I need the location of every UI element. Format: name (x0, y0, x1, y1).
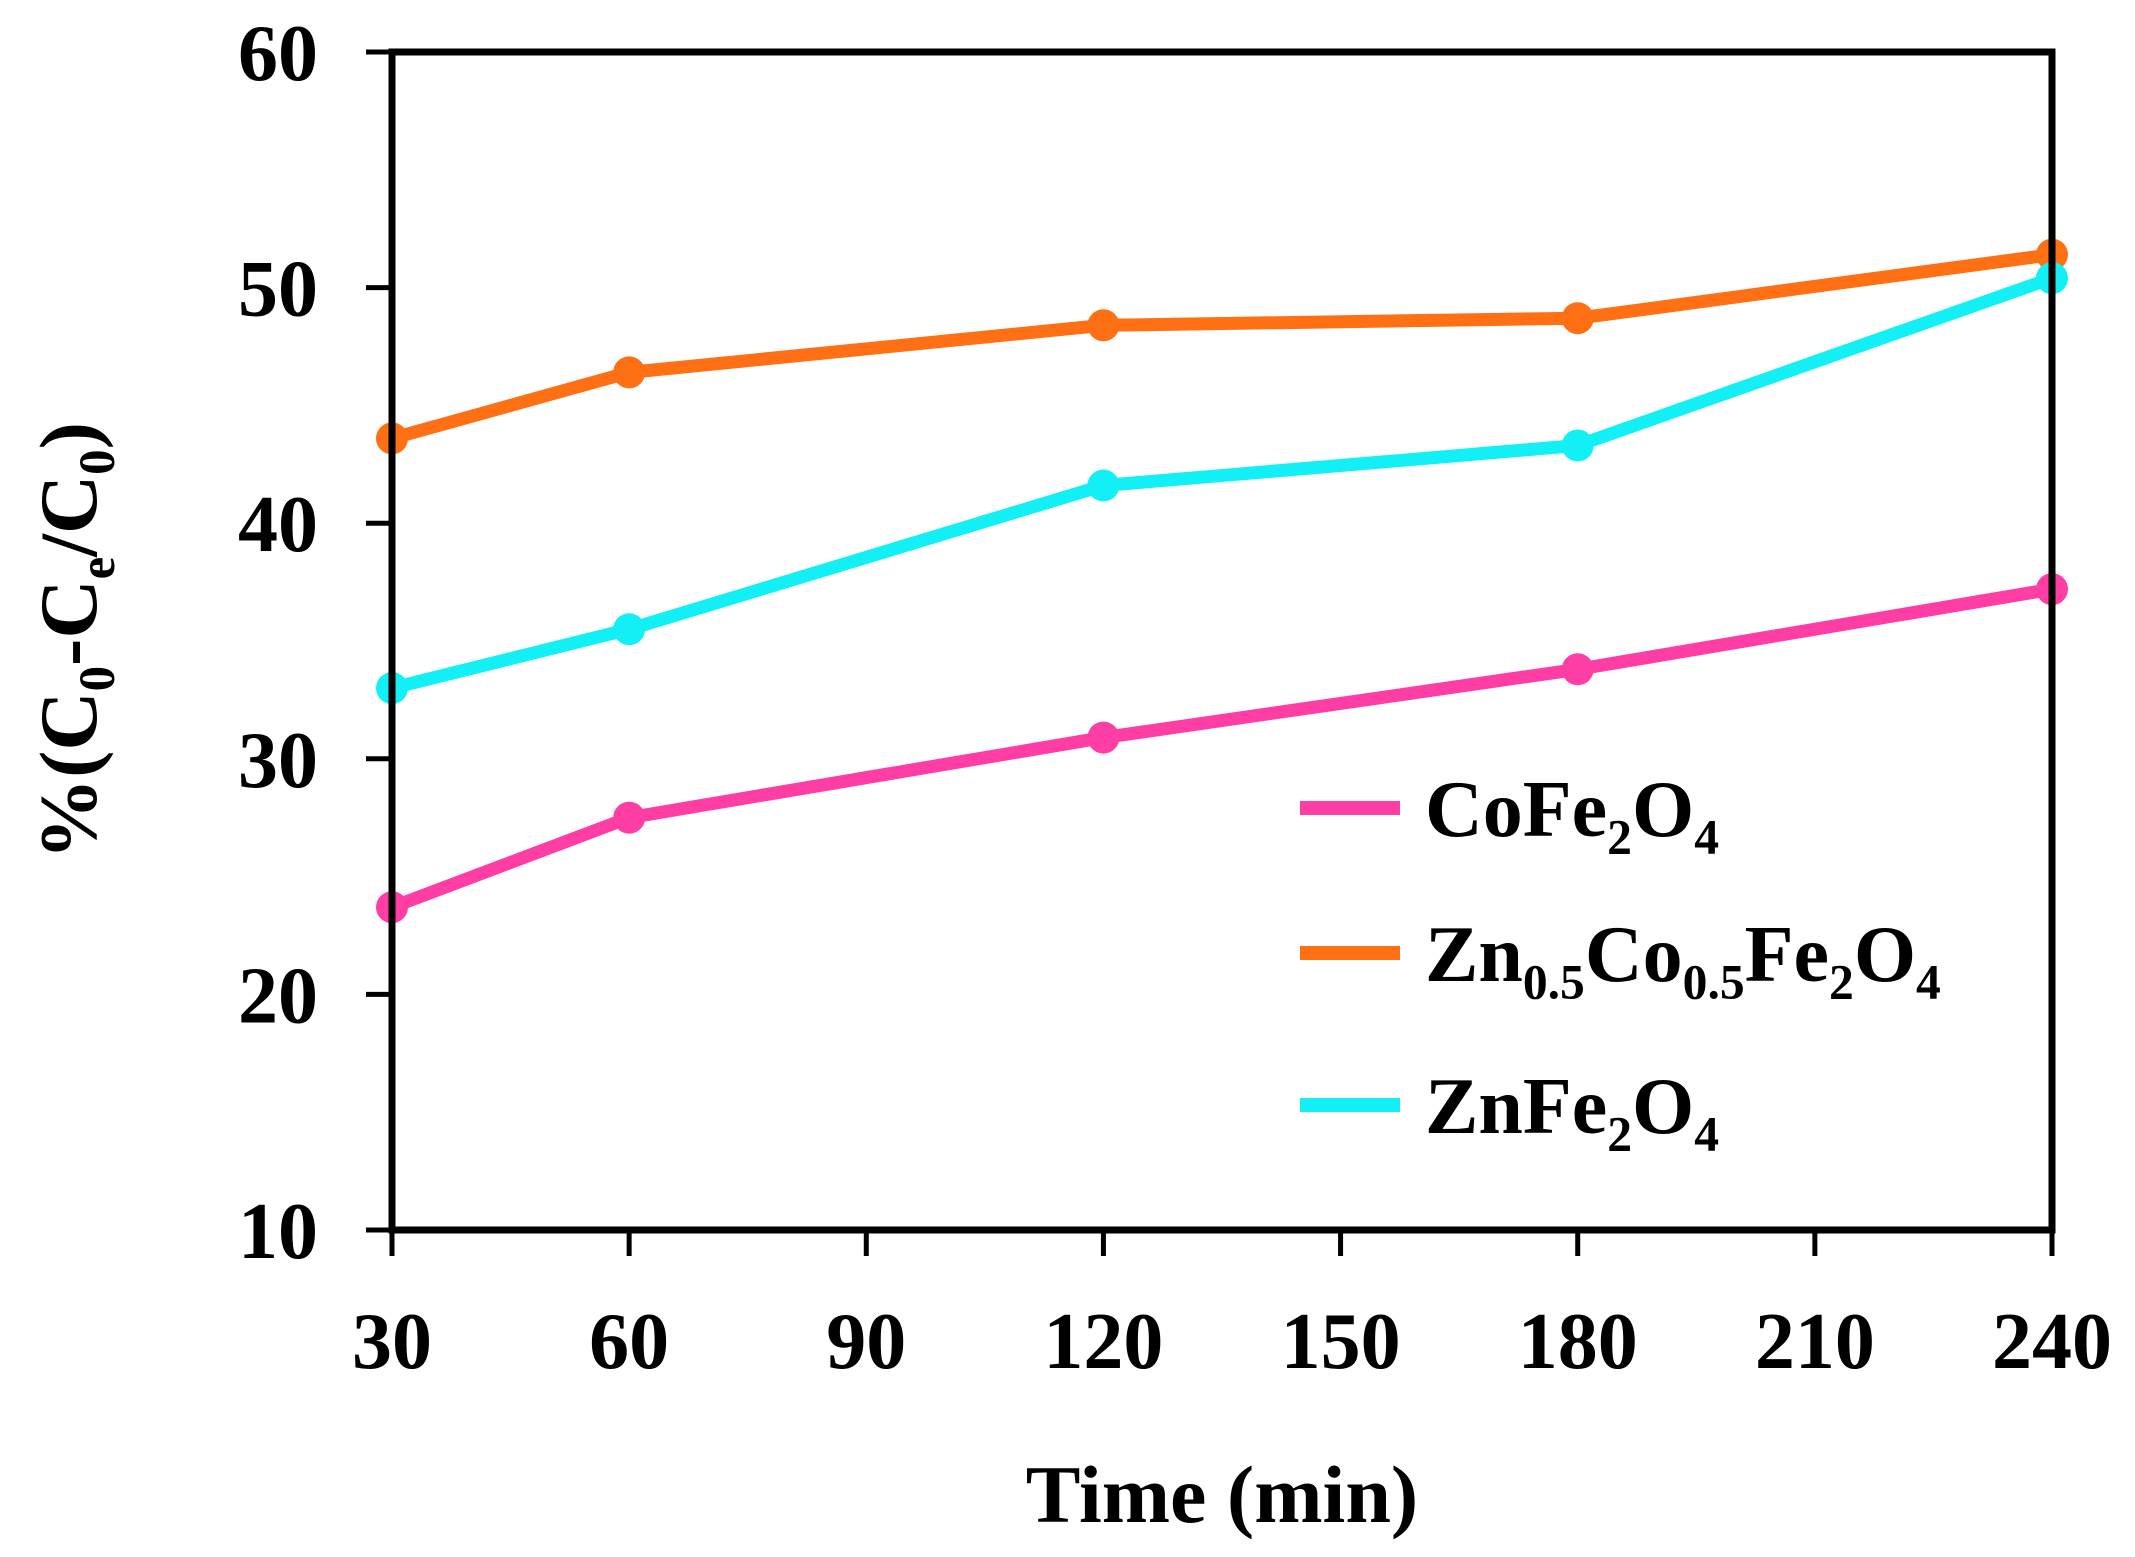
y-tick-label: 10 (238, 1188, 318, 1276)
x-tick-label: 60 (589, 1298, 669, 1386)
data-point (1087, 309, 1120, 342)
series-layer (376, 238, 2068, 924)
data-point (1561, 429, 1594, 462)
y-tick-label: 20 (238, 952, 318, 1040)
legend-label: ZnFe2O4 (1425, 1063, 1719, 1162)
data-point (1561, 653, 1594, 686)
legend: CoFe2O4 Zn0.5Co0.5Fe2O4 ZnFe2O4 (1300, 766, 1941, 1162)
legend-label: Zn0.5Co0.5Fe2O4 (1425, 911, 1941, 1010)
x-tick-label: 150 (1281, 1298, 1401, 1386)
data-point (613, 613, 646, 646)
data-point (1087, 721, 1120, 754)
y-tick-label: 30 (238, 717, 318, 805)
x-tick-label: 30 (352, 1298, 432, 1386)
x-tick-label: 120 (1043, 1298, 1163, 1386)
data-point (1561, 302, 1594, 335)
plot-area-frame (388, 48, 2056, 1234)
x-tick-label: 240 (1992, 1298, 2112, 1386)
data-point (613, 356, 646, 389)
y-tick-label: 40 (238, 481, 318, 569)
data-point (1087, 469, 1120, 502)
x-tick-label: 90 (826, 1298, 906, 1386)
axis-layer: 30 60 90 120 150 180 210 240 10 20 30 40 50 60 (238, 10, 2112, 1386)
y-axis-label: %(C0-Ce/C0) (23, 422, 125, 860)
x-tick-label: 210 (1755, 1298, 1875, 1386)
x-tick-label: 180 (1518, 1298, 1638, 1386)
series-line-1 (385, 248, 2059, 445)
data-point (613, 801, 646, 834)
y-tick-label: 60 (238, 10, 318, 98)
y-tick-label: 50 (238, 246, 318, 334)
legend-label: CoFe2O4 (1425, 766, 1719, 865)
x-axis-label: Time (min) (1026, 1449, 1419, 1540)
